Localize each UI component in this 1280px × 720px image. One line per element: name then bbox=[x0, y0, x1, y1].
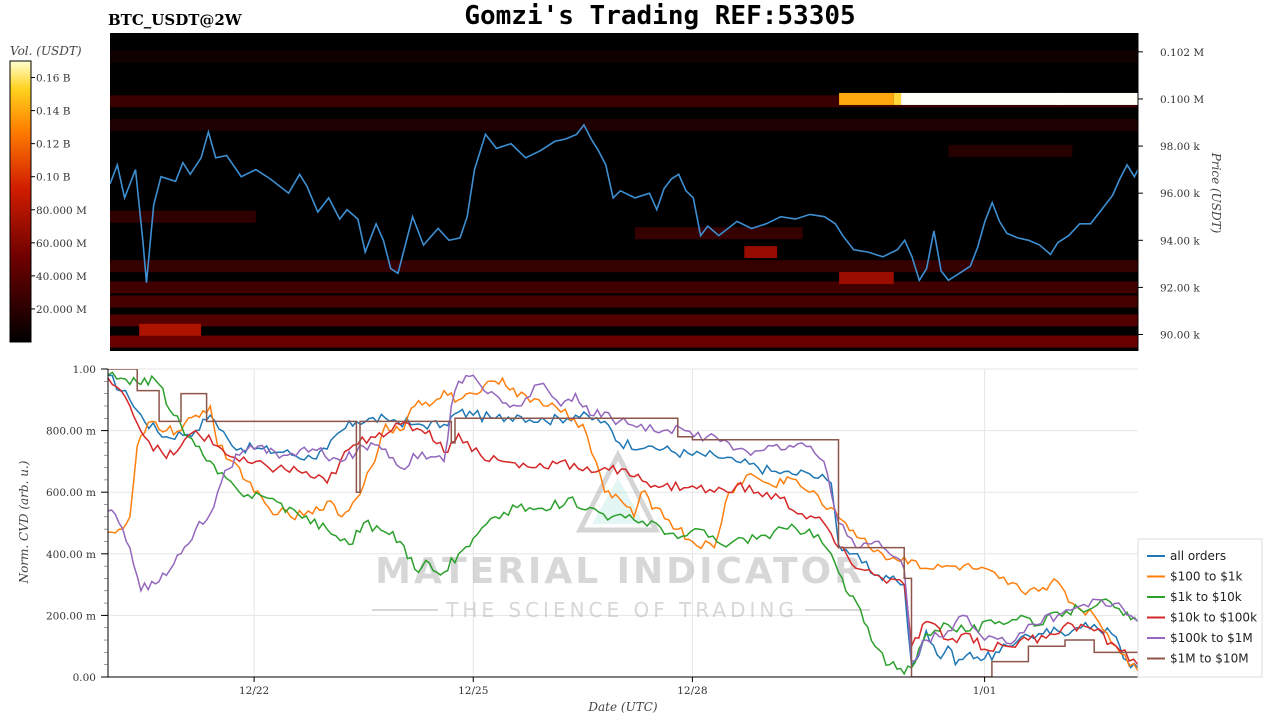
price-line bbox=[110, 123, 1138, 283]
legend-label: $100k to $1M bbox=[1170, 631, 1253, 645]
chart-title: Gomzi's Trading REF:53305 bbox=[464, 1, 855, 31]
colorbar-tick-label: 0.12 B bbox=[36, 139, 71, 151]
legend: all orders $100 to $1k $1k to $10k $10k to … bbox=[1137, 538, 1263, 678]
heatmap-band bbox=[110, 295, 1138, 308]
heatmap-band bbox=[948, 144, 1073, 157]
cvd-plot-area bbox=[108, 369, 1138, 677]
colorbar-label: Vol. (USDT) bbox=[10, 44, 82, 58]
watermark-tagline: THE SCIENCE OF TRADING bbox=[445, 598, 798, 622]
legend-label: $1k to $10k bbox=[1170, 590, 1242, 604]
heatmap-band bbox=[110, 118, 1138, 131]
heatmap-band bbox=[839, 271, 894, 284]
price-tick-label: 0.102 M bbox=[1160, 47, 1204, 59]
price-tick-label: 92.00 k bbox=[1160, 282, 1200, 294]
heatmap-band bbox=[901, 92, 1138, 105]
cvd-y-tick-label: 0.00 bbox=[73, 672, 96, 684]
cvd-series-line bbox=[108, 376, 1138, 672]
cvd-series-line bbox=[108, 371, 1138, 676]
legend-label: $1M to $10M bbox=[1170, 652, 1249, 666]
cvd-y-tick-label: 1.00 bbox=[73, 364, 96, 376]
legend-label: all orders bbox=[1170, 549, 1226, 563]
price-tick-label: 94.00 k bbox=[1160, 235, 1200, 247]
colorbar-tick-label: 40.000 M bbox=[36, 271, 87, 283]
heatmap-band bbox=[634, 227, 803, 240]
price-tick-label: 0.100 M bbox=[1160, 94, 1204, 106]
watermark-logo-icon bbox=[575, 449, 661, 533]
cvd-series-line bbox=[108, 369, 1138, 677]
colorbar-tick-label: 0.10 B bbox=[36, 172, 71, 184]
cvd-y-tick-label: 400.00 m bbox=[46, 549, 96, 561]
colorbar: Vol. (USDT) 20.000 M 40.000 M 60.000 M 80.0… bbox=[9, 44, 87, 343]
cvd-x-tick-label: 1/01 bbox=[973, 685, 997, 697]
legend-label: $100 to $1k bbox=[1170, 570, 1242, 584]
heatmap-band bbox=[110, 210, 256, 223]
price-axis-label: Price (USDT) bbox=[1209, 152, 1223, 234]
cvd-series-line bbox=[108, 374, 1138, 663]
price-tick-label: 90.00 k bbox=[1160, 330, 1200, 342]
heatmap-panel: 90.00 k 92.00 k 94.00 k 96.00 k 98.00 k 0.100… bbox=[110, 33, 1223, 351]
price-tick-label: 98.00 k bbox=[1160, 141, 1200, 153]
heatmap-band bbox=[110, 314, 1138, 327]
cvd-y-axis-label: Norm. CVD (arb. u.) bbox=[17, 460, 31, 584]
legend-label: $10k to $100k bbox=[1170, 611, 1257, 625]
cvd-y-tick-label: 600.00 m bbox=[46, 487, 96, 499]
colorbar-tick-label: 20.000 M bbox=[36, 304, 87, 316]
colorbar-tick-label: 80.000 M bbox=[36, 205, 87, 217]
heatmap-band bbox=[110, 281, 1138, 294]
colorbar-tick-label: 60.000 M bbox=[36, 238, 87, 250]
watermark-brand: MATERIAL INDICATOR bbox=[375, 551, 865, 592]
heatmap-band bbox=[139, 323, 202, 336]
cvd-panel: MATERIAL INDICATOR THE SCIENCE OF TRADIN… bbox=[17, 364, 1138, 714]
heatmap-band bbox=[839, 92, 894, 105]
cvd-x-tick-label: 12/28 bbox=[677, 685, 707, 697]
chart-subtitle: BTC_USDT@2W bbox=[108, 11, 243, 29]
cvd-x-tick-label: 12/25 bbox=[458, 685, 488, 697]
heatmap-band bbox=[744, 246, 778, 259]
colorbar-tick-label: 0.16 B bbox=[36, 73, 71, 85]
colorbar-tick-label: 0.14 B bbox=[36, 106, 71, 118]
cvd-y-tick-label: 800.00 m bbox=[46, 426, 96, 438]
price-tick-label: 96.00 k bbox=[1160, 188, 1200, 200]
cvd-series-line bbox=[108, 377, 1138, 666]
heatmap-band bbox=[110, 260, 1138, 273]
cvd-x-tick-label: 12/22 bbox=[239, 685, 269, 697]
cvd-series-line bbox=[108, 374, 1138, 669]
heatmap-band bbox=[110, 335, 1138, 348]
heatmap-band bbox=[893, 92, 902, 105]
heatmap-band bbox=[110, 50, 1138, 63]
cvd-y-tick-label: 200.00 m bbox=[46, 610, 96, 622]
cvd-x-axis-label: Date (UTC) bbox=[587, 700, 657, 714]
